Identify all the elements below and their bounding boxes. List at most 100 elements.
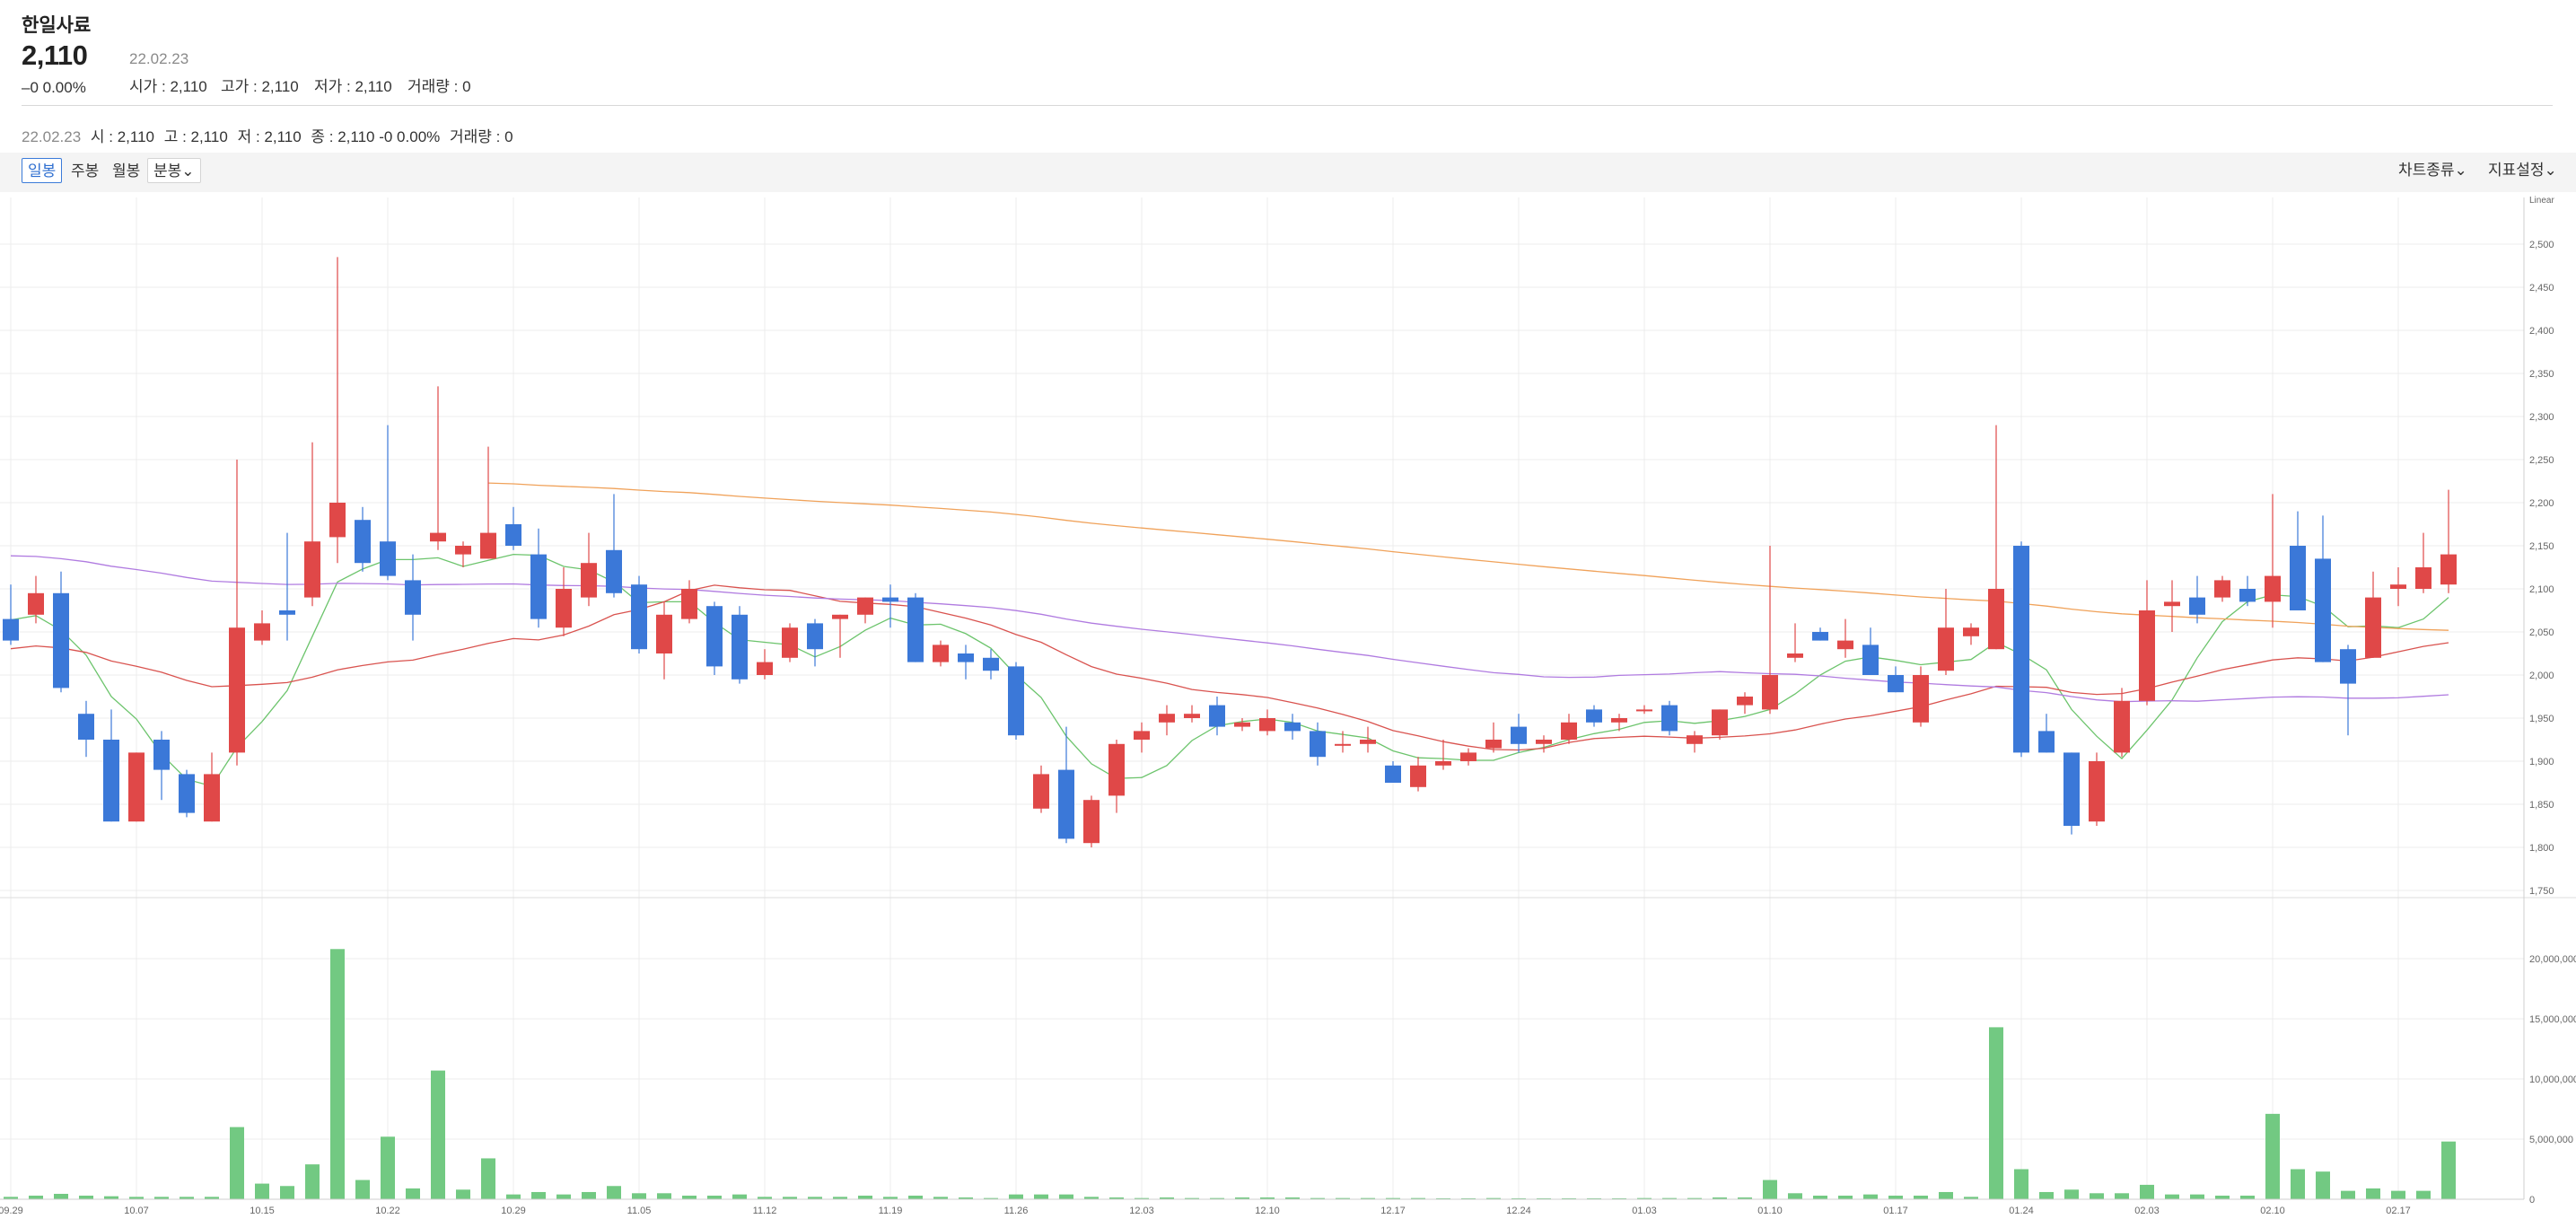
volume-bar[interactable] (758, 1197, 772, 1199)
candle[interactable] (1687, 731, 1703, 753)
volume-bar[interactable] (1310, 1197, 1325, 1199)
volume-bar[interactable] (1210, 1197, 1224, 1199)
volume-bar[interactable] (933, 1197, 948, 1199)
volume-bar[interactable] (1185, 1197, 1199, 1199)
candle[interactable] (1360, 726, 1376, 753)
volume-bar[interactable] (1612, 1197, 1626, 1199)
candle[interactable] (329, 257, 346, 564)
candle[interactable] (1888, 666, 1904, 693)
volume-bar[interactable] (1260, 1197, 1275, 1199)
volume-bar[interactable] (858, 1195, 872, 1199)
volume-bar[interactable] (104, 1196, 118, 1199)
candle[interactable] (857, 597, 873, 624)
volume-bar[interactable] (1637, 1197, 1652, 1199)
volume-bar[interactable] (556, 1194, 571, 1199)
volume-bar[interactable] (833, 1197, 847, 1199)
candle[interactable] (1636, 705, 1652, 715)
candle[interactable] (1938, 589, 1954, 675)
volume-bar[interactable] (707, 1195, 722, 1199)
volume-bar[interactable] (1662, 1197, 1677, 1199)
candle[interactable] (254, 610, 270, 645)
candle[interactable] (304, 442, 320, 607)
volume-bar[interactable] (1461, 1197, 1476, 1199)
candle[interactable] (1737, 692, 1753, 715)
candle[interactable] (1284, 714, 1301, 740)
candle[interactable] (355, 506, 371, 572)
candle[interactable] (480, 446, 496, 559)
candle[interactable] (1259, 709, 1275, 736)
candle[interactable] (1787, 623, 1803, 662)
candle[interactable] (1712, 709, 1728, 740)
volume-bar[interactable] (205, 1197, 219, 1199)
candle[interactable] (882, 584, 898, 628)
candle[interactable] (2390, 567, 2406, 607)
volume-bar[interactable] (1059, 1194, 1073, 1199)
volume-bar[interactable] (2090, 1193, 2104, 1199)
volume-bar[interactable] (783, 1197, 797, 1199)
candle[interactable] (631, 575, 647, 653)
candle[interactable] (556, 567, 572, 636)
candle[interactable] (2415, 532, 2431, 593)
volume-bar[interactable] (1989, 1027, 2003, 1199)
candle[interactable] (1611, 714, 1627, 732)
volume-bar[interactable] (355, 1180, 370, 1199)
candle[interactable] (2089, 752, 2105, 826)
volume-bar[interactable] (1411, 1197, 1425, 1199)
volume-bar[interactable] (632, 1193, 646, 1199)
candle[interactable] (933, 640, 949, 667)
volume-bar[interactable] (2441, 1141, 2456, 1199)
candle[interactable] (1335, 731, 1351, 753)
volume-bar[interactable] (154, 1197, 169, 1199)
volume-bar[interactable] (506, 1194, 521, 1199)
candle[interactable] (2038, 714, 2055, 753)
volume-bar[interactable] (2316, 1171, 2330, 1199)
volume-bar[interactable] (1336, 1197, 1350, 1199)
volume-bar[interactable] (2265, 1113, 2280, 1199)
volume-bar[interactable] (984, 1197, 998, 1199)
candle[interactable] (204, 752, 220, 822)
volume-bar[interactable] (1285, 1197, 1300, 1199)
volume-bar[interactable] (180, 1197, 194, 1199)
candle[interactable] (1536, 735, 1552, 753)
candle[interactable] (1661, 700, 1678, 736)
candle[interactable] (1511, 714, 1527, 753)
volume-bar[interactable] (381, 1136, 395, 1199)
candle[interactable] (103, 709, 119, 822)
volume-bar[interactable] (1888, 1195, 1903, 1199)
candle[interactable] (1485, 722, 1502, 753)
volume-bar[interactable] (29, 1195, 43, 1199)
volume-bar[interactable] (1361, 1197, 1375, 1199)
period-daily-button[interactable]: 일봉 (22, 158, 63, 183)
candle[interactable] (1108, 740, 1125, 813)
volume-bar[interactable] (1964, 1197, 1978, 1199)
volume-bar[interactable] (2165, 1194, 2179, 1199)
candle[interactable] (279, 532, 295, 641)
volume-bar[interactable] (54, 1193, 68, 1199)
candle[interactable] (78, 700, 94, 758)
volume-bar[interactable] (1135, 1197, 1149, 1199)
volume-bar[interactable] (1386, 1197, 1400, 1199)
candle[interactable] (1812, 627, 1828, 641)
candle[interactable] (2114, 688, 2130, 758)
candle[interactable] (2189, 575, 2205, 624)
candle[interactable] (1310, 722, 1326, 766)
volume-bar[interactable] (1109, 1197, 1124, 1199)
candle[interactable] (1083, 795, 1100, 847)
candle[interactable] (1134, 722, 1150, 753)
candle[interactable] (732, 606, 748, 684)
volume-bar[interactable] (79, 1195, 93, 1199)
volume-bar[interactable] (1084, 1197, 1099, 1199)
candle[interactable] (2290, 511, 2306, 610)
candle[interactable] (2315, 515, 2331, 662)
volume-bar[interactable] (230, 1127, 244, 1199)
period-weekly-button[interactable]: 주봉 (71, 162, 100, 180)
candle[interactable] (153, 731, 170, 801)
volume-bar[interactable] (2240, 1195, 2255, 1199)
volume-bar[interactable] (2416, 1190, 2431, 1199)
candle[interactable] (1837, 618, 1853, 658)
candle[interactable] (2013, 541, 2029, 758)
period-minute-dropdown[interactable]: 분봉⌄ (147, 158, 201, 183)
volume-bar[interactable] (2190, 1194, 2204, 1199)
volume-bar[interactable] (1863, 1194, 1878, 1199)
candle[interactable] (3, 584, 19, 645)
